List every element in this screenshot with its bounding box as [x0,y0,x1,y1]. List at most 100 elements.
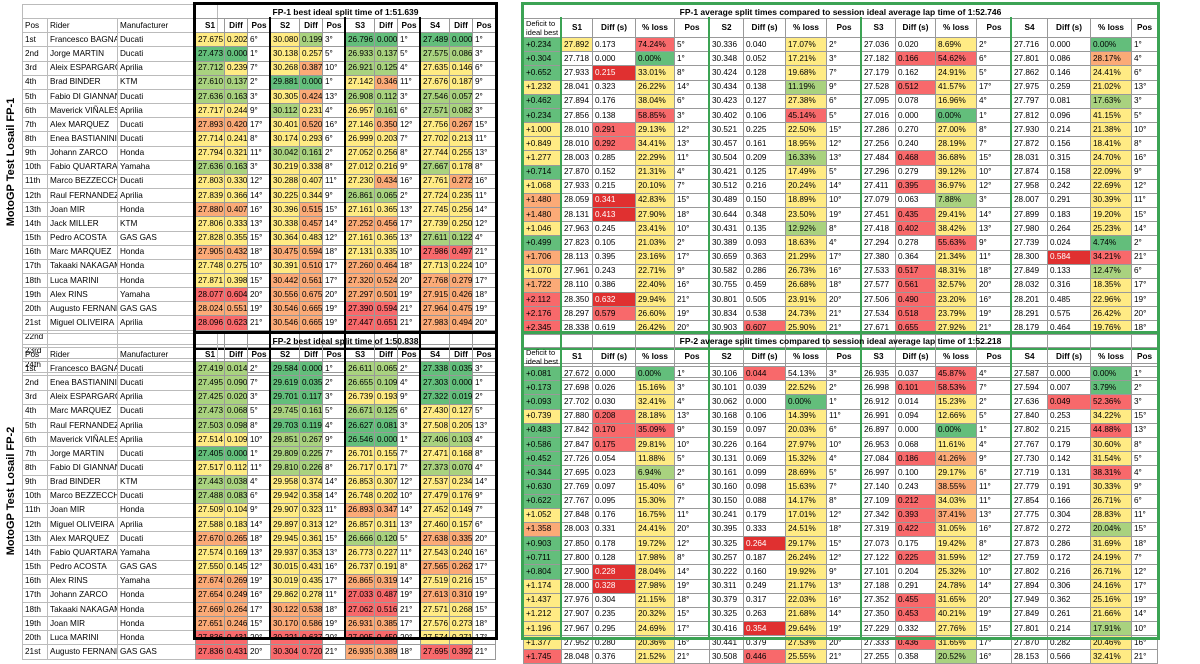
split-data-row: 27.473 0.000 1° 30.138 0.257 5° 26.933 0.137 5° 2… [195,46,497,62]
split-cell: 0.385 [374,616,398,632]
average-data-row: +0.586 27.847 0.175 29.81% 10° 30.226 0.164 27.… [523,436,1158,453]
avg-header-row: Deficit to ideal best S1 Diff (s)% loss Pos… [523,347,1158,368]
best-split-title: FP-2 best ideal split time of 1:50.838 [194,332,497,349]
split-cell: 20° [247,287,271,303]
average-cell: 30.257 [709,550,744,566]
split-cell: 4° [247,474,271,490]
split-cell: 27.489 [420,32,450,48]
average-cell: 30.431 [709,221,744,237]
average-cell: 31.65% [935,592,977,608]
average-cell: 30.395 [709,521,744,538]
average-cell: 15° [1131,207,1158,223]
split-cell: 0.516 [374,601,398,618]
average-cell: 14° [976,578,1012,594]
split-cell: 0.098 [224,417,248,434]
average-cell: 20.04% [1090,521,1132,538]
average-cell: 21.29% [785,249,827,265]
position-cell: 4th [22,74,48,90]
average-cell: 27.90% [635,207,675,223]
average-column-header: Diff (s) [743,347,786,368]
average-cell: 30.521 [709,122,744,138]
position-cell: 21st [22,644,48,660]
average-cell: 0.333 [743,521,786,538]
average-cell: 20.10% [635,178,675,194]
split-cell: 0.216 [374,159,398,175]
average-cell: 24.19% [1090,550,1132,566]
average-data-row: +1.174 28.000 0.328 27.98% 19° 30.311 0.249 21.… [523,578,1158,594]
rider-name-cell: Aleix ESPARGARO [47,389,118,405]
average-cell: 27.870 [1011,635,1048,651]
split-cell: 29.942 [270,488,300,504]
split-cell: 27.654 [195,587,225,603]
split-cell: 27.005 [345,630,375,646]
split-cell: 0.264 [224,601,248,618]
average-cell: 27.854 [1011,493,1048,509]
rider-row: 2nd Jorge MARTIN Ducati [22,46,219,62]
average-cell: 27.967 [561,620,593,637]
split-cell: 17° [471,630,497,646]
rider-name-cell: Alex RINS [47,573,118,589]
average-cell: 27.286 [861,122,896,138]
average-cell: 37.41% [935,507,977,523]
average-cell: 29.13% [635,122,675,138]
average-cell: 0.292 [592,136,636,152]
rider-name-cell: Joan MIR [47,616,118,632]
average-cell: 36.97% [935,178,977,194]
rider-name-cell: Alex RINS [47,287,118,303]
average-data-row: +0.452 27.726 0.054 11.88% 5° 30.131 0.069 15.3… [523,451,1158,467]
split-cell: 26.666 [345,531,375,547]
split-cell: 0.457 [299,216,323,232]
average-cell: 27.101 [861,564,896,580]
average-cell: 0.187 [743,550,786,566]
average-cell: 30.159 [709,422,744,438]
rider-row: 10th Fabio QUARTARAR Yamaha [22,159,219,175]
split-cell: 27.756 [420,117,450,133]
deficit-cell: +0.652 [523,65,562,81]
average-cell: 30.325 [709,536,744,552]
session-title-vertical: MotoGP Test Losail FP-1 [5,97,17,227]
average-cell: 30.582 [709,263,744,279]
deficit-cell: +0.093 [523,394,562,410]
split-cell: 27.471 [420,446,450,462]
average-cell: 27.850 [561,536,593,552]
split-column-header: Pos [471,347,497,363]
split-column-header: Pos [471,18,497,34]
average-cell: 12.66% [935,408,977,424]
average-cell: 15.30% [635,493,675,509]
average-cell: 27.961 [561,263,593,279]
average-cell: 0.100 [895,465,936,481]
split-cell: 17° [247,601,271,618]
split-cell: 20° [247,630,271,646]
split-cell: 5° [471,403,497,419]
average-cell: 0.156 [1047,136,1091,152]
split-cell: 0.125 [374,403,398,419]
manufacturer-cell: Ducati [116,32,219,48]
split-cell: 20° [397,630,421,646]
average-cell: 0.178 [592,536,636,552]
average-cell: 0.00% [935,422,977,438]
average-cell: 10° [826,192,862,209]
split-cell: 0.265 [224,531,248,547]
split-cell: 0.475 [449,301,473,317]
average-cell: 21.17% [785,578,827,594]
average-cell: 0.099 [743,465,786,481]
average-cell: 27.333 [861,635,896,651]
average-cell: 30.062 [709,394,744,410]
average-cell: 32.41% [1090,649,1132,664]
split-cell: 29.897 [270,517,300,533]
split-cell: 10° [397,488,421,504]
split-data-row: 27.509 0.104 9° 29.907 0.323 11° 26.893 0.347 14… [195,502,497,519]
average-cell: 38.42% [935,221,977,237]
average-cell: 13° [826,578,862,594]
split-cell: 0.231 [299,103,323,119]
split-cell: 0.035 [449,361,473,377]
average-cell: 29.17% [785,536,827,552]
average-cell: 34.22% [1090,408,1132,424]
split-cell: 0.456 [374,216,398,232]
average-cell: 14° [1131,221,1158,237]
rider-row: 9th Brad BINDER KTM [22,474,219,490]
split-cell: 30.170 [270,616,300,632]
deficit-cell: +0.849 [523,136,562,152]
average-cell: 4° [826,235,862,251]
split-cell: 27.473 [195,403,225,419]
